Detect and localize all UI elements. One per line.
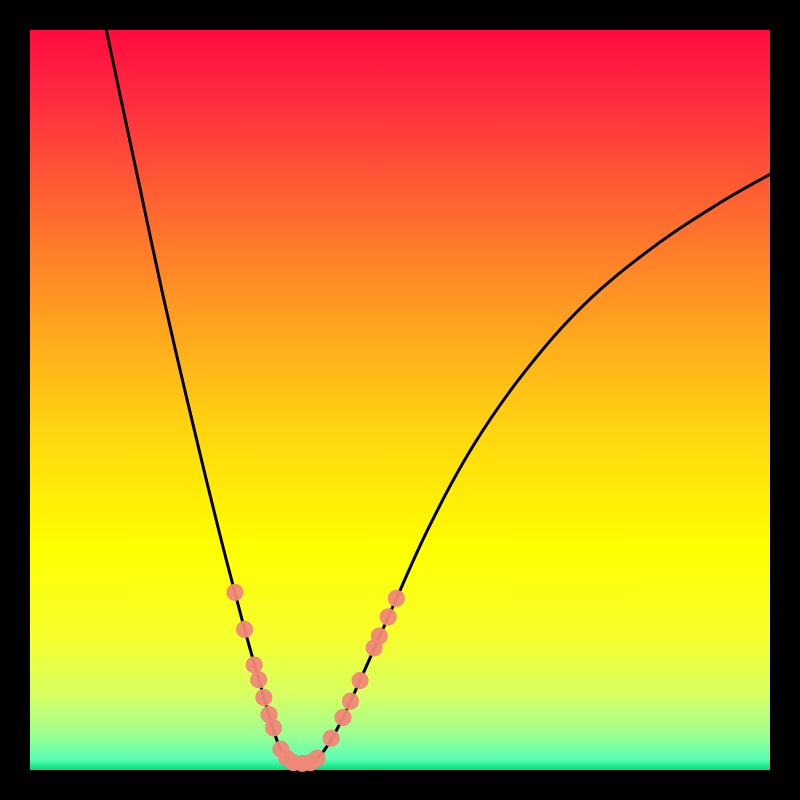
data-marker	[237, 621, 253, 637]
data-marker	[227, 584, 243, 600]
data-marker	[256, 689, 272, 705]
data-marker	[335, 709, 351, 725]
data-marker	[380, 609, 396, 625]
data-marker	[265, 720, 281, 736]
plot-area	[30, 30, 770, 770]
data-marker	[251, 672, 267, 688]
data-marker	[388, 590, 404, 606]
data-marker-group	[227, 584, 404, 771]
data-marker	[352, 672, 368, 688]
data-marker	[309, 750, 325, 766]
bottleneck-curve-left	[104, 19, 289, 761]
data-marker	[342, 693, 358, 709]
data-marker	[371, 628, 387, 644]
chart-frame: TheBottleneck.com	[0, 0, 800, 800]
data-marker	[323, 730, 339, 746]
curve-layer	[30, 30, 770, 770]
bottleneck-curve-right	[315, 174, 770, 761]
data-marker	[246, 657, 262, 673]
